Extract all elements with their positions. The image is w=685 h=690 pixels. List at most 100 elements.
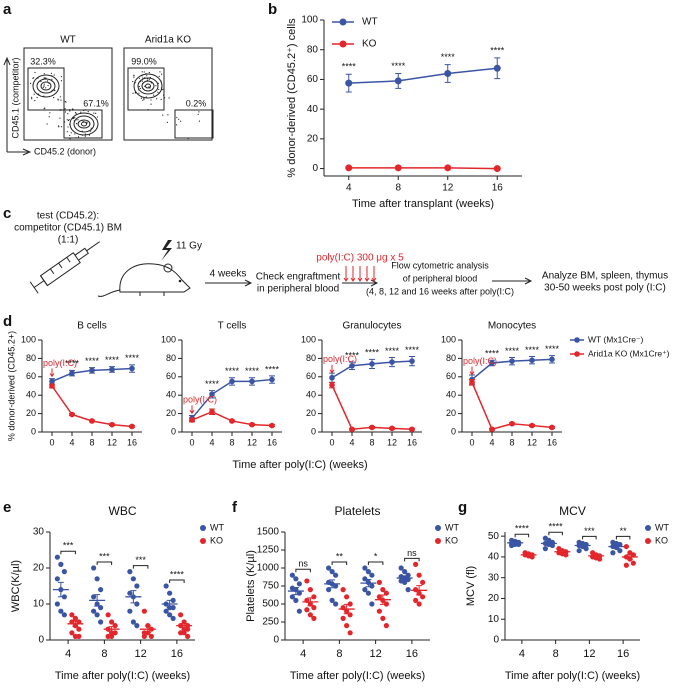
event bbox=[141, 80, 143, 82]
legend-marker bbox=[200, 525, 206, 531]
x-axis-label: Time after transplant (weeks) bbox=[352, 198, 494, 210]
event bbox=[167, 114, 169, 116]
injection-arrows bbox=[343, 266, 377, 282]
subplot-title: Granulocytes bbox=[343, 321, 402, 332]
event bbox=[80, 111, 82, 113]
schema-text: Analyze BM, spleen, thymus bbox=[542, 271, 668, 282]
error-bar bbox=[401, 575, 408, 581]
x-tick-label: 8 bbox=[336, 648, 342, 660]
event bbox=[43, 83, 45, 85]
point bbox=[105, 612, 111, 618]
legend-marker bbox=[574, 337, 580, 343]
event bbox=[87, 110, 89, 113]
point bbox=[413, 561, 419, 568]
schema: test (CD45.2): competitor (CD45.1) BM (1… bbox=[14, 211, 668, 297]
event bbox=[149, 87, 151, 89]
point bbox=[307, 612, 313, 618]
point bbox=[420, 579, 426, 586]
schema-text: Check engraftment bbox=[256, 272, 341, 283]
point bbox=[529, 357, 535, 364]
point bbox=[333, 572, 339, 578]
annotation: poly(I:C) bbox=[183, 395, 217, 405]
error-bar bbox=[545, 541, 552, 546]
point bbox=[345, 79, 353, 87]
event bbox=[45, 87, 47, 89]
point bbox=[94, 612, 100, 618]
point bbox=[61, 612, 67, 618]
event bbox=[90, 127, 92, 129]
y-tick-label: 0 bbox=[451, 426, 456, 436]
event bbox=[160, 87, 163, 89]
legend-label: WT bbox=[655, 522, 669, 532]
significance: **** bbox=[385, 346, 400, 356]
flow-x-label: CD45.2 (donor) bbox=[34, 146, 96, 156]
series-line bbox=[331, 384, 413, 431]
point bbox=[269, 376, 275, 383]
gate-label: 32.3% bbox=[30, 56, 56, 66]
annotation-arrow bbox=[189, 405, 195, 415]
point bbox=[509, 420, 515, 427]
y-tick-label: 10 bbox=[33, 599, 45, 610]
x-tick-label: 16 bbox=[407, 437, 417, 447]
event bbox=[134, 82, 136, 84]
legend-label: WT (Mx1Cre⁻) bbox=[588, 334, 643, 344]
error-bar bbox=[57, 581, 64, 598]
significance: **** bbox=[549, 522, 564, 532]
point bbox=[347, 601, 353, 607]
event bbox=[139, 80, 141, 83]
significance: **** bbox=[170, 569, 185, 579]
annotation-arrow bbox=[49, 368, 55, 378]
event bbox=[86, 122, 88, 124]
y-axis-label: WBC(K/µl) bbox=[10, 560, 22, 612]
x-tick-label: 16 bbox=[406, 648, 418, 660]
event bbox=[138, 86, 140, 88]
point bbox=[369, 601, 375, 607]
point bbox=[61, 594, 67, 600]
point bbox=[98, 619, 104, 625]
point bbox=[623, 543, 629, 550]
point bbox=[402, 569, 408, 575]
significance: **** bbox=[391, 61, 406, 71]
event bbox=[160, 98, 162, 101]
point bbox=[127, 569, 133, 575]
point bbox=[489, 360, 495, 366]
y-tick-label: 20 bbox=[166, 408, 176, 418]
point bbox=[170, 605, 176, 611]
point bbox=[469, 379, 475, 386]
event bbox=[198, 120, 201, 122]
point bbox=[58, 608, 64, 614]
point bbox=[529, 422, 535, 429]
y-tick-label: 20 bbox=[307, 133, 319, 144]
error-bar bbox=[613, 544, 620, 549]
y-tick-label: 80 bbox=[446, 353, 456, 363]
y-axis-label: MCV (fl) bbox=[465, 566, 477, 606]
event bbox=[48, 82, 51, 84]
error-bar bbox=[72, 620, 79, 627]
legend-marker bbox=[574, 351, 580, 357]
point bbox=[376, 608, 382, 614]
bracket bbox=[514, 533, 530, 538]
event bbox=[69, 138, 71, 140]
event bbox=[53, 97, 55, 99]
y-tick-label: 60 bbox=[26, 371, 36, 381]
series-line bbox=[348, 167, 498, 170]
point bbox=[329, 382, 335, 388]
x-tick-label: 0 bbox=[189, 437, 194, 447]
point bbox=[170, 597, 176, 604]
event bbox=[133, 76, 135, 78]
point bbox=[349, 362, 355, 369]
event bbox=[60, 109, 62, 111]
point bbox=[76, 633, 82, 640]
flow-title: WT bbox=[60, 35, 76, 46]
error-bar bbox=[593, 554, 600, 558]
significance: **** bbox=[225, 366, 240, 376]
event bbox=[96, 116, 99, 118]
y-tick-label: 60 bbox=[306, 371, 316, 381]
y-tick-label: 0 bbox=[311, 426, 316, 436]
point bbox=[109, 366, 115, 373]
event bbox=[162, 94, 165, 96]
significance: **** bbox=[265, 364, 280, 374]
gate bbox=[174, 109, 214, 139]
x-tick-label: 12 bbox=[387, 437, 397, 447]
event bbox=[132, 80, 134, 83]
